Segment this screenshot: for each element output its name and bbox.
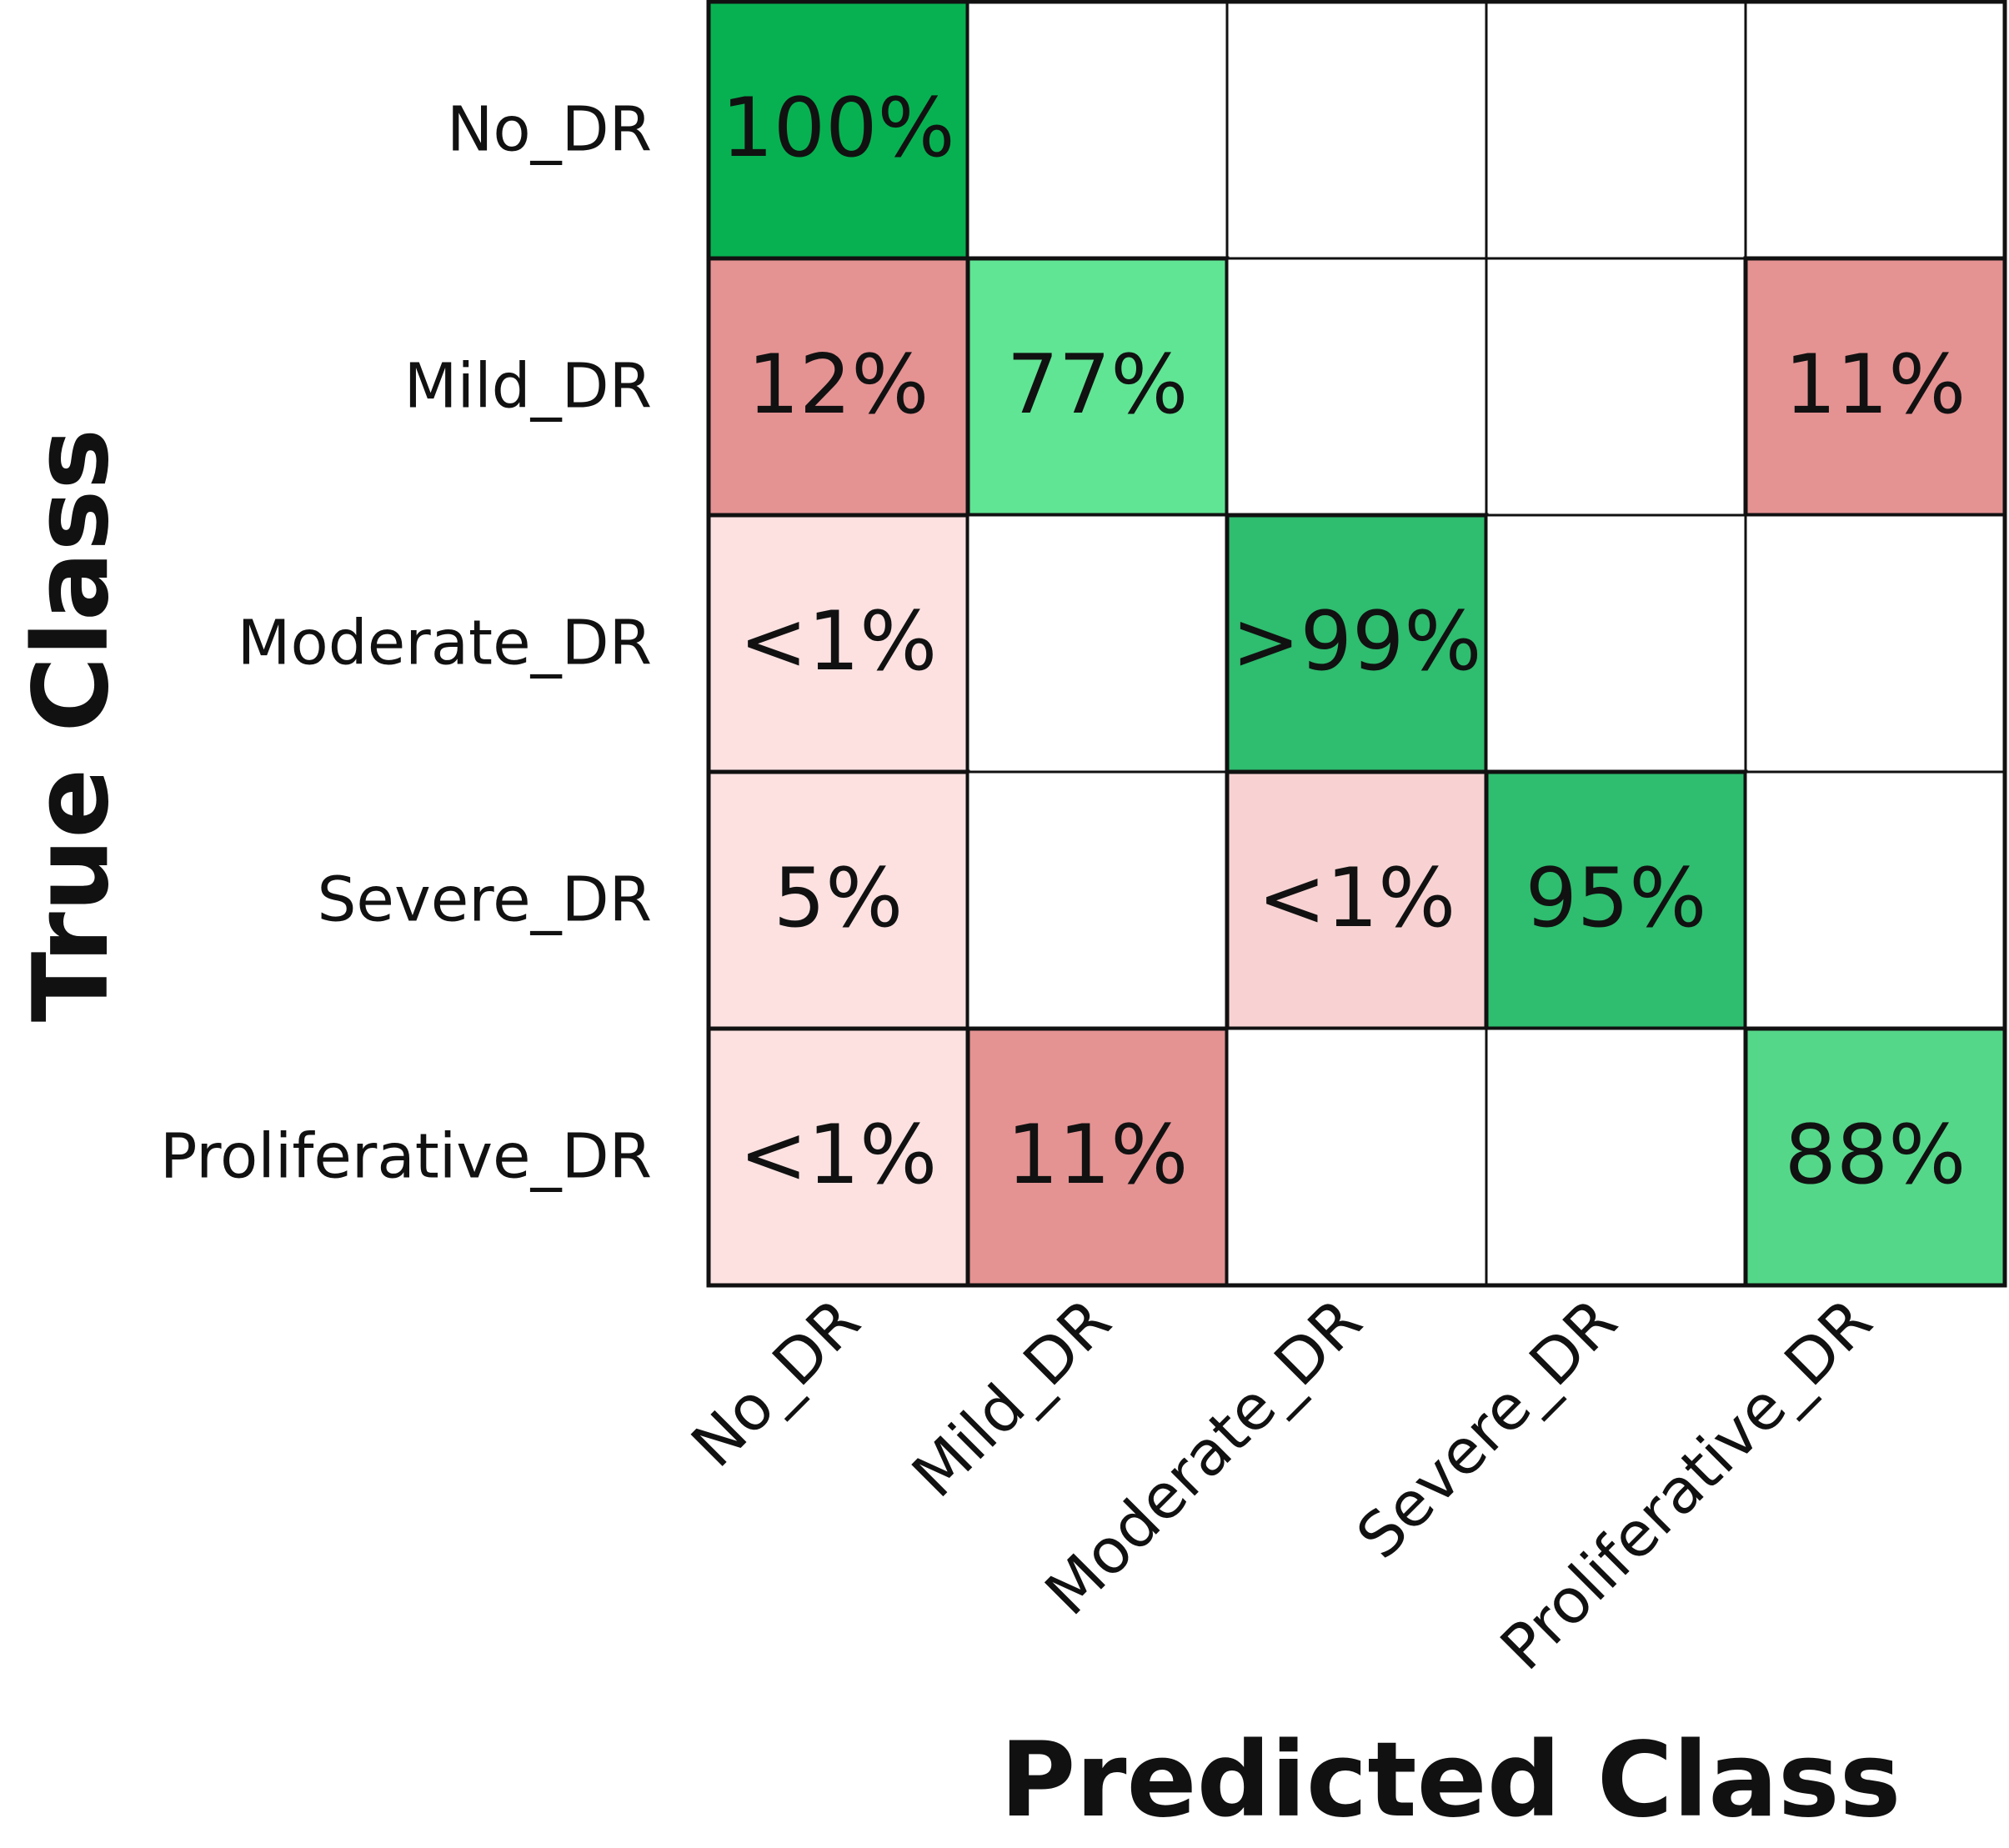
cell-No_DR-Severe_DR xyxy=(1485,0,1747,260)
cell-Severe_DR-Proliferative_DR xyxy=(1744,770,2006,1030)
cell-Severe_DR-Mild_DR xyxy=(966,770,1229,1030)
cell-Mild_DR-No_DR xyxy=(706,256,970,518)
column-labels: No_DR Mild_DRModerate_DRSevere_DRProlifer… xyxy=(678,1285,1886,1684)
cell-Proliferative_DR-Severe_DR xyxy=(1485,1027,1747,1287)
row-label-Severe_DR: Severe_DR xyxy=(317,864,652,936)
row-label-Moderate_DR: Moderate_DR xyxy=(238,608,652,679)
y-axis-title: True Class xyxy=(12,428,132,1022)
cell-value-label: 88% xyxy=(1785,1108,1966,1203)
row-label-Mild_DR: Mild_DR xyxy=(404,351,652,423)
cell-value-label: >99% xyxy=(1232,594,1482,689)
cell-value-label: 11% xyxy=(1785,338,1966,433)
cell-Proliferative_DR-No_DR xyxy=(706,1026,970,1288)
x-axis-title: Predicted Class xyxy=(999,1720,1901,1840)
cell-No_DR-Proliferative_DR xyxy=(1744,0,2006,260)
cell-Mild_DR-Moderate_DR xyxy=(1225,257,1488,517)
cell-Mild_DR-Mild_DR xyxy=(965,256,1230,518)
matrix-border xyxy=(706,0,2007,1288)
column-label-Mild_DR: Mild_DR xyxy=(899,1285,1125,1511)
cell-Mild_DR-Severe_DR xyxy=(1485,257,1747,517)
matrix-cells: 100% 12% 77% 11% <1% >99% 5% <1% 95% <1% 11% 88% xyxy=(706,0,2007,1288)
cell-No_DR-No_DR xyxy=(706,0,970,261)
cell-Moderate_DR-Moderate_DR xyxy=(1225,513,1489,774)
row-label-No_DR: No_DR xyxy=(447,94,652,166)
cell-value-label: 12% xyxy=(748,338,929,433)
cell-Moderate_DR-Proliferative_DR xyxy=(1744,513,2006,774)
cell-value-label: <1% xyxy=(739,594,938,689)
cell-Proliferative_DR-Proliferative_DR xyxy=(1743,1026,2007,1288)
cell-value-label: 5% xyxy=(774,851,903,946)
cell-No_DR-Moderate_DR xyxy=(1225,0,1488,260)
cell-value-label: 95% xyxy=(1526,851,1707,946)
cell-Severe_DR-Moderate_DR xyxy=(1225,769,1489,1031)
cell-value-label: <1% xyxy=(1258,851,1456,946)
column-label-Severe_DR: Severe_DR xyxy=(1343,1285,1631,1573)
cell-value-label: 77% xyxy=(1007,338,1189,433)
cell-value-label: <1% xyxy=(739,1108,938,1203)
cell-Proliferative_DR-Moderate_DR xyxy=(1225,1027,1488,1287)
cell-value-label: 100% xyxy=(721,81,954,176)
column-label-No_DR: No_DR xyxy=(678,1285,874,1481)
cell-Moderate_DR-Severe_DR xyxy=(1485,513,1747,774)
cell-No_DR-Mild_DR xyxy=(966,0,1229,260)
row-labels: No_DR Mild_DR Moderate_DR Severe_DR Prolifer… xyxy=(160,94,652,1193)
cell-Moderate_DR-Mild_DR xyxy=(966,513,1229,774)
cell-value-label: 11% xyxy=(1007,1108,1189,1203)
row-label-Proliferative_DR: Proliferative_DR xyxy=(160,1121,652,1193)
